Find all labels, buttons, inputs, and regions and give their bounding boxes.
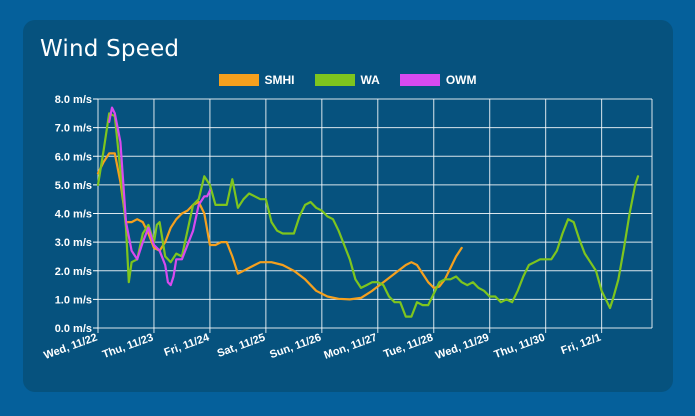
x-tick-label: Mon, 11/27 bbox=[322, 332, 378, 362]
legend-label-owm: OWM bbox=[445, 73, 477, 87]
legend-item-smhi[interactable]: SMHI bbox=[218, 73, 295, 87]
series-line-wa bbox=[96, 112, 640, 318]
x-tick-label: Sun, 11/26 bbox=[268, 332, 323, 362]
legend-item-wa[interactable]: WA bbox=[314, 73, 380, 87]
legend-label-wa: WA bbox=[360, 73, 380, 87]
y-tick-label: 3.0 m/s bbox=[55, 237, 92, 249]
y-tick-label: 4.0 m/s bbox=[55, 209, 92, 221]
series-line-smhi bbox=[96, 152, 463, 301]
y-tick-label: 7.0 m/s bbox=[55, 123, 92, 135]
y-tick-label: 8.0 m/s bbox=[55, 94, 92, 106]
legend-swatch-wa bbox=[314, 74, 355, 86]
y-tick-label: 6.0 m/s bbox=[55, 151, 92, 163]
chart-title: Wind Speed bbox=[40, 36, 180, 62]
y-tick-label: 2.0 m/s bbox=[55, 266, 92, 278]
legend: SMHI WA OWM bbox=[0, 73, 695, 87]
x-tick-label: Thu, 11/23 bbox=[101, 332, 155, 361]
y-tick-label: 1.0 m/s bbox=[55, 294, 92, 306]
legend-item-owm[interactable]: OWM bbox=[399, 73, 477, 87]
x-tick-label: Sat, 11/25 bbox=[216, 332, 267, 360]
x-tick-label: Wed, 11/29 bbox=[434, 332, 491, 362]
series-line-owm bbox=[108, 106, 211, 287]
y-tick-label: 0.0 m/s bbox=[55, 323, 92, 335]
x-tick-label: Tue, 11/28 bbox=[382, 332, 435, 361]
legend-swatch-owm bbox=[399, 74, 440, 86]
legend-swatch-smhi bbox=[218, 74, 259, 86]
legend-label-smhi: SMHI bbox=[264, 73, 295, 87]
x-tick-label: Fri, 12/1 bbox=[559, 332, 602, 357]
x-tick-label: Thu, 11/30 bbox=[493, 332, 547, 361]
y-tick-label: 5.0 m/s bbox=[55, 180, 92, 192]
x-tick-label: Wed, 11/22 bbox=[42, 332, 99, 362]
x-tick-label: Fri, 11/24 bbox=[163, 331, 212, 359]
